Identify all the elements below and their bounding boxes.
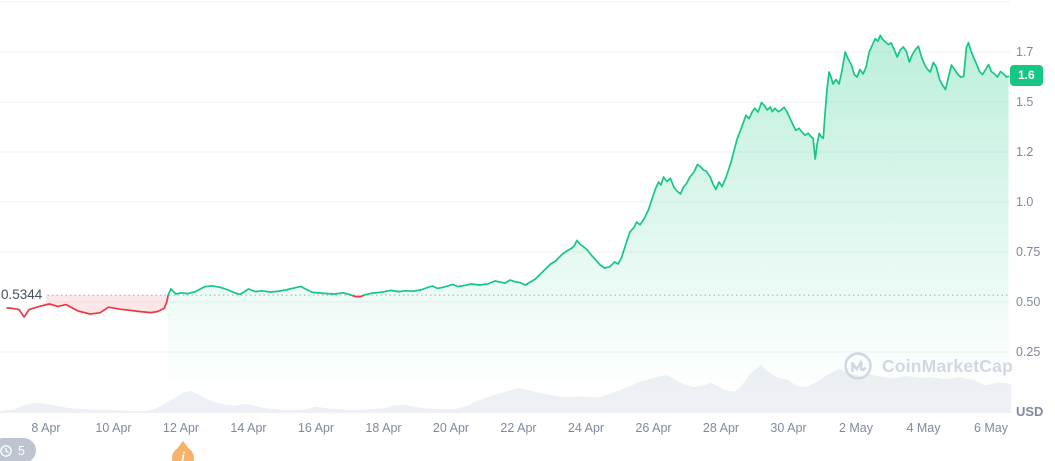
x-axis-tick-label: 28 Apr xyxy=(702,421,740,435)
price-area-fill xyxy=(168,35,1009,393)
reference-price-label: 0.5344 xyxy=(0,286,47,304)
y-axis-unit-label: USD xyxy=(1016,404,1044,419)
x-axis-tick-label: 8 Apr xyxy=(31,421,61,435)
y-axis-tick-label: 0.50 xyxy=(1016,295,1041,309)
annotation-marker-tip xyxy=(176,441,190,450)
below-reference-band xyxy=(43,295,169,314)
current-price-badge: 1.6 xyxy=(1010,65,1043,87)
x-axis-tick-label: 22 Apr xyxy=(500,421,537,435)
x-axis-tick-label: 18 Apr xyxy=(365,421,402,435)
x-axis-tick-label: 24 Apr xyxy=(567,421,605,435)
y-axis-tick-label: 0.25 xyxy=(1016,345,1041,359)
x-axis-tick-label: 20 Apr xyxy=(432,421,470,435)
price-line-up xyxy=(167,34,1010,296)
x-axis-tick-label: 12 Apr xyxy=(162,421,200,435)
x-axis-tick-label: 26 Apr xyxy=(635,421,672,435)
x-axis-tick-label: 10 Apr xyxy=(95,421,132,435)
history-clock-icon xyxy=(0,444,12,457)
info-icon: i xyxy=(172,447,194,461)
annotation-marker[interactable]: i xyxy=(172,441,194,461)
x-axis-tick-label: 14 Apr xyxy=(230,421,267,435)
x-axis-tick-label: 4 May xyxy=(906,421,941,435)
coinmarketcap-logo-icon xyxy=(844,352,872,380)
x-axis-tick-label: 2 May xyxy=(838,421,874,435)
history-count: 5 xyxy=(18,443,25,458)
history-count-badge[interactable]: 5 xyxy=(0,438,36,461)
y-axis-tick-label: 1.0 xyxy=(1016,195,1034,209)
x-axis-tick-label: 30 Apr xyxy=(770,421,807,435)
x-axis-tick-label: 6 May xyxy=(973,421,1009,435)
y-axis-tick-label: 1.2 xyxy=(1016,145,1034,159)
watermark-text: CoinMarketCap xyxy=(882,355,1013,376)
y-axis-tick-label: 0.75 xyxy=(1016,245,1041,259)
coinmarketcap-watermark: CoinMarketCap xyxy=(843,351,1013,381)
y-axis-tick-label: 1.5 xyxy=(1016,95,1034,109)
x-axis-tick-label: 16 Apr xyxy=(297,421,335,435)
y-axis-tick-label: 1.7 xyxy=(1016,45,1034,59)
